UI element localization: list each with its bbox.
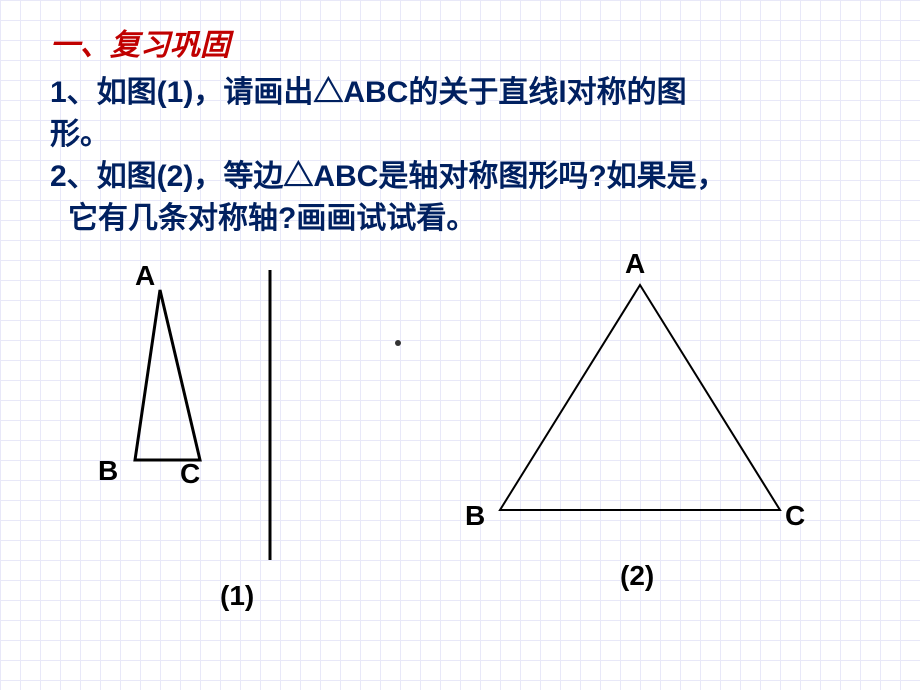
triangle-1 [135, 290, 200, 460]
slide-content: 一、复习巩固 1、如图(1)，请画出△ABC的关于直线l对称的图 形。 2、如图… [0, 0, 920, 680]
question-1-line2: 形。 [50, 114, 880, 156]
caption-2: (2) [620, 560, 654, 592]
figure-2-svg [470, 260, 830, 560]
label-A-2: A [625, 248, 645, 280]
figure-2: A B C (2) [470, 260, 830, 620]
figure-1: A B C (1) [80, 260, 340, 620]
triangle-2 [500, 285, 780, 510]
question-1-line1: 1、如图(1)，请画出△ABC的关于直线l对称的图 [50, 72, 880, 114]
label-B-2: B [465, 500, 485, 532]
label-C-2: C [785, 500, 805, 532]
question-2-line2: 它有几条对称轴?画画试试看。 [68, 198, 880, 240]
question-2-line1: 2、如图(2)，等边△ABC是轴对称图形吗?如果是， [50, 156, 880, 198]
figures-area: A B C (1) A B C (2) [50, 260, 880, 680]
label-C-1: C [180, 458, 200, 490]
label-B-1: B [98, 455, 118, 487]
figure-1-svg [80, 260, 340, 580]
label-A-1: A [135, 260, 155, 292]
section-title: 一、复习巩固 [50, 20, 880, 64]
caption-1: (1) [220, 580, 254, 612]
